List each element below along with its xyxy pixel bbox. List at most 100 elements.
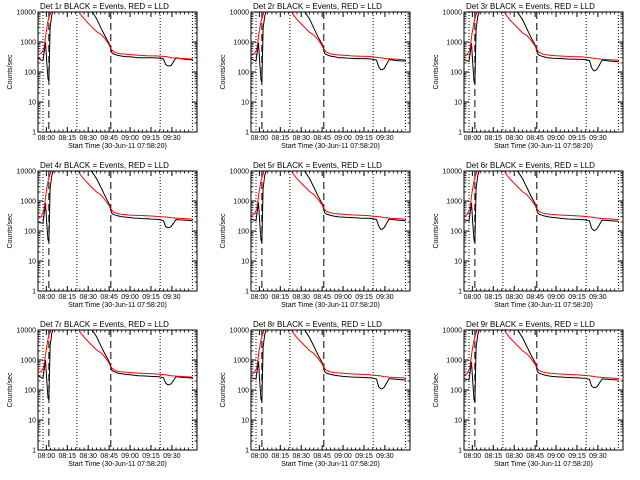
x-axis-label: Start Time (30-Jun-11 07:58:20) <box>281 461 380 468</box>
y-tick-label: 10 <box>241 418 249 425</box>
x-tick-label: 08:15 <box>272 135 290 142</box>
x-tick-label: 08:15 <box>59 135 77 142</box>
x-tick-label: 08:45 <box>526 453 544 460</box>
y-tick-label: 10 <box>28 100 36 107</box>
panel-1: Det 1r BLACK = Events, RED = LLD 1 10 100 10… <box>7 2 198 150</box>
plot-frame <box>37 329 198 451</box>
events-series-line <box>251 330 406 402</box>
x-axis-label: Start Time (30-Jun-11 07:58:20) <box>281 143 380 150</box>
y-tick-label: 10 <box>454 418 462 425</box>
panel-title: Det 4r BLACK = Events, RED = LLD <box>40 161 169 170</box>
events-series-line <box>464 330 619 403</box>
y-tick-label: 1 <box>245 289 249 296</box>
panel-5: Det 5r BLACK = Events, RED = LLD 1 10 100 10… <box>220 161 411 309</box>
panel-title: Det 2r BLACK = Events, RED = LLD <box>253 2 382 11</box>
x-tick-label: 09:00 <box>121 294 139 301</box>
x-tick-label: 08:15 <box>272 453 290 460</box>
panel-title: Det 7r BLACK = Events, RED = LLD <box>40 320 169 329</box>
lld-series-line <box>251 330 406 379</box>
y-axis-label: Counts/sec <box>7 54 14 90</box>
x-tick-label: 09:30 <box>589 294 607 301</box>
plot-frame <box>250 329 411 451</box>
y-tick-label: 1 <box>245 130 249 137</box>
y-tick-label: 1 <box>458 289 462 296</box>
x-tick-label: 09:30 <box>163 294 181 301</box>
panel-series <box>464 330 619 403</box>
lld-series-line <box>464 12 619 61</box>
x-tick-label: 08:30 <box>505 135 523 142</box>
y-tick-label: 10000 <box>230 328 250 335</box>
y-tick-label: 100 <box>24 388 36 395</box>
x-tick-label: 09:15 <box>568 294 586 301</box>
y-axis-label: Counts/sec <box>433 372 440 408</box>
y-tick-label: 1 <box>32 130 36 137</box>
lld-series-line <box>251 171 406 220</box>
y-tick-label: 10 <box>454 100 462 107</box>
panel-2: Det 2r BLACK = Events, RED = LLD 1 10 100 10… <box>220 2 411 150</box>
panel-title: Det 3r BLACK = Events, RED = LLD <box>466 2 595 11</box>
plot-frame <box>463 329 624 451</box>
y-tick-label: 1 <box>458 448 462 455</box>
panel-title: Det 5r BLACK = Events, RED = LLD <box>253 161 382 170</box>
x-tick-label: 08:45 <box>526 294 544 301</box>
x-tick-label: 08:45 <box>313 294 331 301</box>
lld-series-line <box>464 330 619 379</box>
panel-3: Det 3r BLACK = Events, RED = LLD 1 10 100 10… <box>433 2 624 150</box>
y-tick-label: 1000 <box>233 40 249 47</box>
x-tick-label: 09:00 <box>334 453 352 460</box>
y-tick-label: 1 <box>32 289 36 296</box>
panel-series <box>38 330 193 400</box>
y-tick-label: 10000 <box>17 328 37 335</box>
y-tick-label: 10 <box>241 100 249 107</box>
y-axis-label: Counts/sec <box>220 213 227 249</box>
events-series-line <box>464 171 619 243</box>
x-tick-label: 09:30 <box>163 135 181 142</box>
lld-series-line <box>251 12 406 61</box>
y-tick-label: 100 <box>237 229 249 236</box>
x-tick-label: 08:00 <box>38 294 56 301</box>
y-axis-label: Counts/sec <box>7 213 14 249</box>
y-tick-label: 1000 <box>446 40 462 47</box>
y-axis-label: Counts/sec <box>220 54 227 90</box>
y-tick-label: 1000 <box>20 199 36 206</box>
panel-8: Det 8r BLACK = Events, RED = LLD 1 10 100 10… <box>220 320 411 468</box>
plot-frame <box>37 11 198 133</box>
x-tick-label: 09:15 <box>568 135 586 142</box>
x-axis-label: Start Time (30-Jun-11 07:58:20) <box>68 302 167 309</box>
plot-frame <box>463 11 624 133</box>
x-tick-label: 09:30 <box>589 135 607 142</box>
y-tick-label: 10 <box>241 259 249 266</box>
x-tick-label: 09:30 <box>163 453 181 460</box>
events-series-line <box>38 12 193 82</box>
x-tick-label: 09:00 <box>121 135 139 142</box>
y-tick-label: 1 <box>245 448 249 455</box>
y-axis-label: Counts/sec <box>433 54 440 90</box>
lld-series-line <box>38 12 193 60</box>
x-tick-label: 08:45 <box>526 135 544 142</box>
y-tick-label: 100 <box>450 70 462 77</box>
x-tick-label: 09:00 <box>547 453 565 460</box>
y-tick-label: 1000 <box>20 40 36 47</box>
y-tick-label: 100 <box>24 70 36 77</box>
y-tick-label: 10 <box>28 259 36 266</box>
x-tick-label: 08:45 <box>100 453 118 460</box>
x-axis-label: Start Time (30-Jun-11 07:58:20) <box>494 143 593 150</box>
panel-series <box>251 330 406 402</box>
x-tick-label: 08:30 <box>79 453 97 460</box>
x-tick-label: 09:00 <box>547 294 565 301</box>
x-tick-label: 09:30 <box>376 294 394 301</box>
x-tick-label: 08:30 <box>292 294 310 301</box>
x-tick-label: 08:30 <box>79 294 97 301</box>
x-tick-label: 09:15 <box>355 294 373 301</box>
x-tick-label: 08:30 <box>505 294 523 301</box>
panel-7: Det 7r BLACK = Events, RED = LLD 1 10 100 10… <box>7 320 198 468</box>
panel-title: Det 1r BLACK = Events, RED = LLD <box>40 2 169 11</box>
panel-title: Det 6r BLACK = Events, RED = LLD <box>466 161 595 170</box>
x-axis-label: Start Time (30-Jun-11 07:58:20) <box>281 302 380 309</box>
y-tick-label: 100 <box>450 388 462 395</box>
x-axis-label: Start Time (30-Jun-11 07:58:20) <box>68 461 167 468</box>
x-tick-label: 08:15 <box>485 135 503 142</box>
panel-series <box>464 171 619 243</box>
panel-series <box>251 171 406 243</box>
